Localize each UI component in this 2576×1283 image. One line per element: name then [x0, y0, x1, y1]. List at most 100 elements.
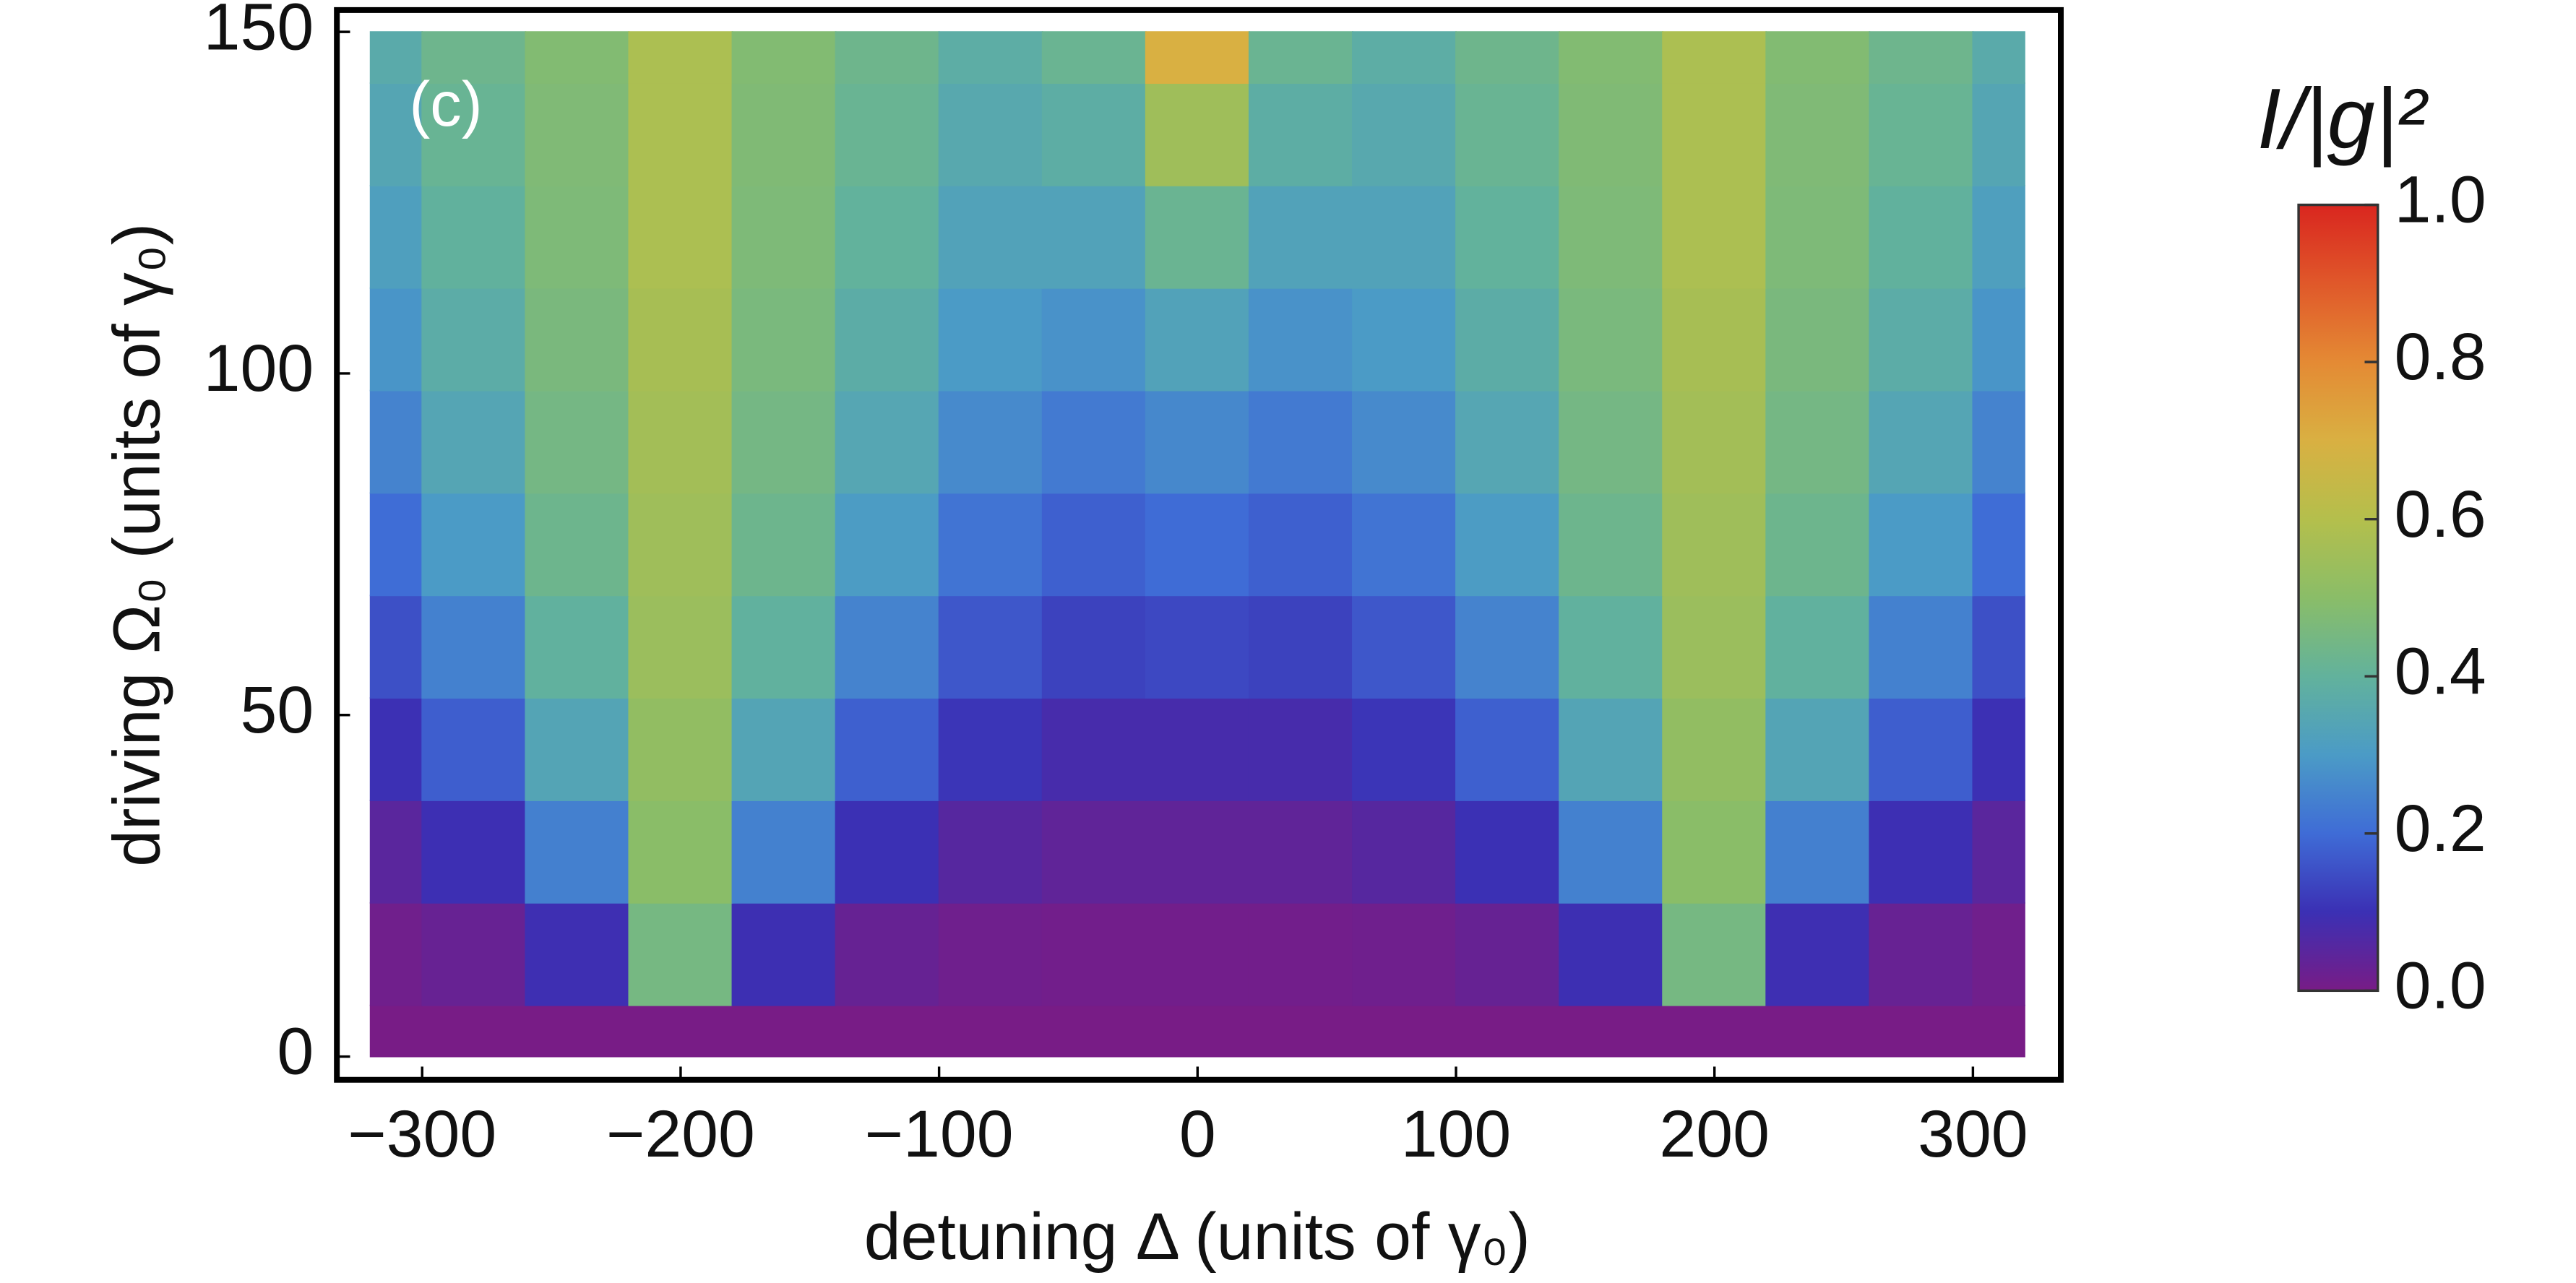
field-cell [1662, 1004, 1767, 1058]
field-cell [421, 800, 527, 904]
field-cell [938, 1004, 1043, 1058]
x-axis-label: detuning Δ (units of γ₀) [864, 1200, 1530, 1274]
field-cell [369, 800, 423, 904]
field-cell [938, 287, 1043, 392]
field-cell [628, 31, 733, 84]
field-cell [1869, 31, 1974, 84]
field-cell [1765, 595, 1871, 699]
field-cell [525, 697, 630, 801]
panel-label: (c) [409, 69, 482, 139]
colorbar [2297, 203, 2379, 993]
field-cell [1662, 31, 1767, 84]
field-cell [628, 185, 733, 289]
field-cell [1455, 287, 1560, 392]
field-cell [731, 902, 837, 1006]
field-cell [421, 31, 527, 84]
field-cell [1455, 82, 1560, 186]
field-cell [1248, 697, 1353, 801]
field-cell [1559, 697, 1664, 801]
field-cell [369, 31, 423, 84]
field-cell [1455, 1004, 1560, 1058]
field-cell [731, 389, 837, 494]
field-cell [835, 287, 940, 392]
field-cell [1041, 595, 1147, 699]
field-cell [1248, 389, 1353, 494]
y-tick-label: 100 [204, 332, 314, 405]
field-cell [938, 185, 1043, 289]
field-cell [1248, 902, 1353, 1006]
y-tick-label: 0 [277, 1015, 314, 1089]
field-cell [1145, 1004, 1250, 1058]
field-cell [835, 185, 940, 289]
field-cell [1455, 185, 1560, 289]
field-cell [525, 82, 630, 186]
field-cell [1662, 697, 1767, 801]
colorbar-tick-label: 0.8 [2395, 320, 2486, 394]
field-cell [1248, 1004, 1353, 1058]
field-cell [1559, 492, 1664, 597]
field-cell [731, 31, 837, 84]
field-cell [421, 492, 527, 597]
field-cell [938, 31, 1043, 84]
field-cell [1662, 492, 1767, 597]
field-cell [1041, 492, 1147, 597]
field-cell [731, 185, 837, 289]
field-cell [1662, 902, 1767, 1006]
field-cell [1559, 287, 1664, 392]
field-cell [525, 185, 630, 289]
field-cell [1248, 595, 1353, 699]
field-cell [1559, 82, 1664, 186]
field-cell [1765, 902, 1871, 1006]
field-cell [1559, 595, 1664, 699]
field [369, 31, 2025, 1058]
field-cell [731, 697, 837, 801]
x-tick-label: −300 [348, 1097, 496, 1171]
field-cell [628, 595, 733, 699]
field-cell [1248, 800, 1353, 904]
field-cell [525, 389, 630, 494]
field-cell [1352, 185, 1457, 289]
field-cell [369, 287, 423, 392]
field-cell [1145, 185, 1250, 289]
field-cell [1145, 595, 1250, 699]
field-cell [938, 82, 1043, 186]
x-tick-label: 100 [1401, 1097, 1512, 1171]
field-cell [1972, 902, 2025, 1006]
field-cell [1352, 902, 1457, 1006]
field-cell [1352, 492, 1457, 597]
field-cell [731, 82, 837, 186]
plot-frame [334, 7, 2064, 1083]
field-cell [1765, 389, 1871, 494]
field-cell [369, 492, 423, 597]
field-cell [628, 287, 733, 392]
x-tick-label: 300 [1918, 1097, 2028, 1171]
field-cell [1869, 389, 1974, 494]
field-cell [1765, 31, 1871, 84]
y-axis-label: driving Ω₀ (units of γ₀) [100, 223, 174, 867]
field-cell [1662, 287, 1767, 392]
field-cell [1455, 800, 1560, 904]
field-cell [1041, 287, 1147, 392]
field-cell [1248, 185, 1353, 289]
field-cell [369, 1004, 423, 1058]
field-cell [525, 800, 630, 904]
field-cell [1352, 800, 1457, 904]
field-cell [421, 185, 527, 289]
field-cell [1559, 800, 1664, 904]
field-cell [938, 595, 1043, 699]
field-cell [1041, 185, 1147, 289]
field-cell [1869, 697, 1974, 801]
field-cell [731, 595, 837, 699]
field-cell [1765, 492, 1871, 597]
field-cell [369, 697, 423, 801]
field-cell [1972, 82, 2025, 186]
field-cell [628, 82, 733, 186]
field-cell [1765, 697, 1871, 801]
field-cell [1041, 389, 1147, 494]
field-cell [1145, 389, 1250, 494]
field-cell [525, 1004, 630, 1058]
field-cell [525, 287, 630, 392]
field-cell [628, 697, 733, 801]
field-cell [1869, 800, 1974, 904]
